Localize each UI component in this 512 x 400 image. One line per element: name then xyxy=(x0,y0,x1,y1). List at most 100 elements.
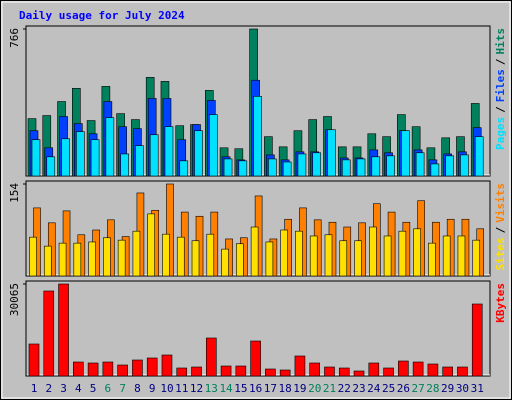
bar xyxy=(146,357,158,377)
bar xyxy=(76,131,85,177)
bar xyxy=(250,340,261,377)
bar xyxy=(105,117,115,177)
bar xyxy=(383,367,394,377)
x-tick-label: 16 xyxy=(249,382,262,395)
bar xyxy=(164,126,174,177)
bar xyxy=(442,366,453,377)
bar xyxy=(223,158,233,177)
bar xyxy=(46,156,56,177)
bar xyxy=(412,361,424,377)
bar xyxy=(398,360,409,377)
bar xyxy=(253,96,262,177)
bar xyxy=(457,366,468,377)
bar xyxy=(103,237,111,277)
x-tick-label: 10 xyxy=(160,382,173,395)
x-tick-label: 19 xyxy=(293,382,306,395)
bar xyxy=(162,233,170,277)
legend-separator: / xyxy=(494,58,507,65)
bar xyxy=(445,155,454,177)
bar xyxy=(221,248,229,277)
bar xyxy=(220,365,232,377)
bar xyxy=(338,367,350,377)
x-tick-label: 30 xyxy=(456,382,469,395)
x-tick-label: 4 xyxy=(75,382,82,395)
legend: KBytes xyxy=(494,283,507,323)
bar xyxy=(341,159,351,177)
legend-entry: Pages xyxy=(494,117,507,150)
bar xyxy=(309,362,321,377)
bar xyxy=(238,160,248,177)
x-tick-label: 20 xyxy=(308,382,321,395)
bar xyxy=(282,161,292,177)
bar xyxy=(102,361,114,377)
bar xyxy=(386,155,395,177)
x-tick-label: 11 xyxy=(175,382,188,395)
bar xyxy=(368,362,380,377)
bar xyxy=(460,154,469,177)
y-tick-label: 30065 xyxy=(8,283,21,316)
x-tick-label: 8 xyxy=(134,382,141,395)
bar xyxy=(28,343,40,377)
bar xyxy=(279,369,291,377)
bar xyxy=(250,226,259,277)
bar xyxy=(428,242,436,277)
bar xyxy=(401,130,410,177)
bar xyxy=(471,303,483,377)
bar xyxy=(474,136,484,177)
bar xyxy=(176,367,188,377)
bar xyxy=(369,226,377,277)
bar xyxy=(194,130,203,177)
x-tick-label: 29 xyxy=(441,382,454,395)
legend-separator: / xyxy=(494,106,507,113)
bar xyxy=(235,365,247,377)
bar xyxy=(356,158,366,177)
x-tick-label: 27 xyxy=(412,382,425,395)
bar xyxy=(205,337,217,377)
chart-title: Daily usage for July 2024 xyxy=(19,9,185,22)
bar xyxy=(309,235,318,277)
x-tick-label: 3 xyxy=(60,382,67,395)
bar xyxy=(73,242,82,277)
x-tick-label: 23 xyxy=(352,382,365,395)
bar xyxy=(61,138,70,177)
bar xyxy=(339,240,348,277)
bar xyxy=(265,241,274,277)
legend-entry: Visits xyxy=(494,183,507,223)
bar xyxy=(294,355,306,377)
x-tick-label: 6 xyxy=(105,382,112,395)
bar xyxy=(132,359,143,377)
legend: Sites / Visits xyxy=(494,183,507,271)
x-tick-label: 14 xyxy=(219,382,233,395)
bar xyxy=(280,229,288,277)
x-tick-label: 7 xyxy=(119,382,126,395)
bar xyxy=(472,239,481,277)
bar xyxy=(43,290,55,377)
bar xyxy=(430,163,440,177)
bar xyxy=(353,370,365,377)
x-tick-label: 1 xyxy=(31,382,38,395)
x-tick-label: 31 xyxy=(471,382,484,395)
legend-entry: Sites xyxy=(494,237,507,270)
bar xyxy=(398,230,407,277)
y-tick-label: 154 xyxy=(8,183,21,203)
bar xyxy=(87,362,99,377)
bar xyxy=(191,240,200,277)
bar xyxy=(206,233,215,277)
bar xyxy=(442,235,451,277)
x-tick-label: 2 xyxy=(45,382,52,395)
bar xyxy=(354,240,362,277)
legend: Pages / Files / Hits xyxy=(494,28,507,150)
legend-entry: Hits xyxy=(494,28,507,55)
bar xyxy=(191,366,202,377)
bar xyxy=(383,235,392,277)
bar xyxy=(295,230,303,277)
x-tick-label: 17 xyxy=(264,382,277,395)
bar xyxy=(324,234,333,277)
legend-separator: / xyxy=(494,226,507,233)
bar xyxy=(371,156,381,177)
legend-entry: KBytes xyxy=(494,283,507,323)
x-tick-label: 21 xyxy=(323,382,336,395)
bar xyxy=(268,158,277,177)
bar xyxy=(117,364,128,377)
